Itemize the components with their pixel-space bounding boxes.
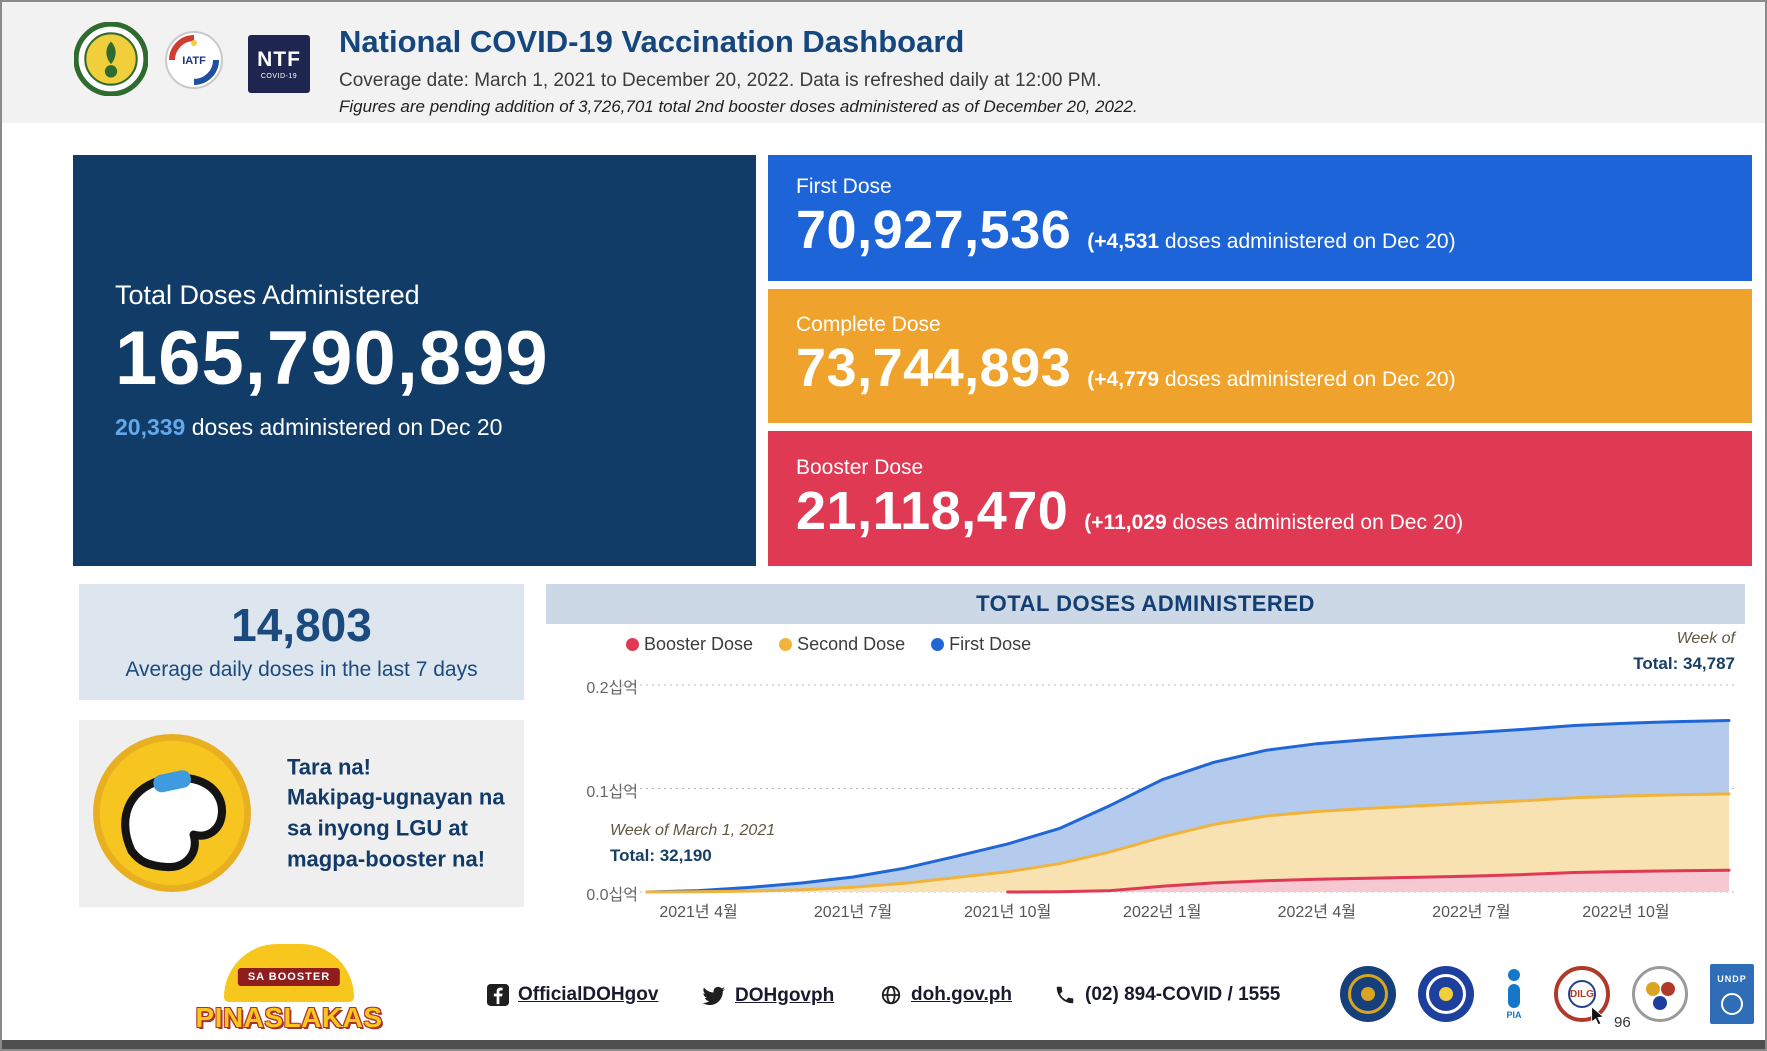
first-week-annotation: Week of March 1, 2021 Total: 32,190 (610, 822, 776, 865)
legend-label-second: Second Dose (797, 634, 906, 654)
first-dose-card: First Dose 70,927,536 (+4,531 doses admi… (768, 155, 1752, 281)
sa-booster-banner: SA BOOSTER (237, 968, 341, 986)
website-link[interactable]: doh.gov.ph (880, 984, 1012, 1006)
ntf-logo-text: NTF (257, 47, 301, 71)
hotline-number[interactable]: (02) 894-COVID / 1555 (1054, 984, 1280, 1006)
iatf-logo-text: IATF (182, 55, 206, 67)
complete-dose-delta: (+4,779 doses administered on Dec 20) (1087, 368, 1456, 392)
booster-cta-card: Tara na! Makipag-ugnayan na sa inyong LG… (79, 720, 524, 907)
mouse-cursor-icon (1591, 1006, 1605, 1026)
chart-legend: Booster Dose Second Dose First Dose (626, 634, 1031, 655)
latest-week-annotation: Week of Total: 34,787 (1633, 630, 1735, 673)
total-daily-line: 20,339 doses administered on Dec 20 (115, 414, 756, 441)
booster-dose-card: Booster Dose 21,118,470 (+11,029 doses a… (768, 431, 1752, 566)
booster-dose-legend-dot (626, 638, 639, 651)
total-doses-value: 165,790,899 (115, 315, 549, 401)
legend-item-booster: Booster Dose (626, 634, 753, 655)
flex-arm-mascot-icon (93, 734, 251, 892)
national-agency-seal (1632, 966, 1688, 1022)
total-daily-text: doses administered on Dec 20 (191, 414, 503, 441)
twitter-link[interactable]: DOHgovph (702, 984, 834, 1008)
legend-label-booster: Booster Dose (644, 634, 754, 654)
twitter-icon (702, 986, 725, 1005)
undp-logo: UNDP (1710, 964, 1754, 1024)
total-doses-label: Total Doses Administered (115, 279, 420, 310)
zoom-indicator: 96 (1614, 1014, 1631, 1031)
legend-label-first: First Dose (949, 634, 1032, 654)
pending-doses-note: Figures are pending addition of 3,726,70… (339, 97, 1138, 116)
total-doses-card: Total Doses Administered 165,790,899 20,… (73, 155, 756, 566)
chart-title: TOTAL DOSES ADMINISTERED (546, 584, 1745, 624)
chart-y-axis-labels: 0.0십억 0.1십억 0.2십억 (586, 680, 638, 904)
doses-chart-panel: TOTAL DOSES ADMINISTERED 0.0십억 0.1십억 0.2십억… (546, 584, 1745, 926)
complete-dose-card: Complete Dose 73,744,893 (+4,779 doses a… (768, 289, 1752, 423)
phone-icon (1056, 986, 1074, 1004)
total-daily-count: 20,339 (115, 414, 186, 441)
second-dose-legend-dot (779, 638, 793, 651)
booster-cta-text: Tara na! Makipag-ugnayan na sa inyong LG… (287, 753, 505, 872)
legend-item-second: Second Dose (779, 634, 905, 655)
page-title: National COVID-19 Vaccination Dashboard (339, 24, 965, 59)
booster-dose-delta: (+11,029 doses administered on Dec 20) (1084, 510, 1464, 534)
philippine-seal (1418, 966, 1474, 1022)
average-daily-card: 14,803 Average daily doses in the last 7… (79, 584, 524, 700)
booster-dose-label: Booster Dose (796, 455, 924, 479)
ntf-covid19-logo: NTF COVID-19 (248, 35, 310, 93)
dilg-logo: DILG (1554, 966, 1610, 1022)
header-band: IATF NTF COVID-19 National COVID-19 Vacc… (2, 2, 1765, 123)
facebook-link[interactable]: OfficialDOHgov (487, 984, 658, 1006)
coverage-date-text: Coverage date: March 1, 2021 to December… (339, 70, 1102, 91)
complete-dose-label: Complete Dose (796, 313, 941, 337)
average-daily-label: Average daily doses in the last 7 days (125, 658, 478, 681)
pinaslakas-wordmark: PINASLAKAS (195, 1002, 383, 1033)
doh-seal-logo (74, 22, 148, 96)
facebook-icon (487, 984, 509, 1006)
pinaslakas-logo: SA BOOSTER PINASLAKAS (182, 940, 396, 1040)
complete-dose-value: 73,744,893 (796, 338, 1072, 399)
first-dose-value: 70,927,536 (796, 200, 1072, 261)
pia-logo: PIA (1496, 968, 1532, 1020)
legend-item-first: First Dose (931, 634, 1031, 655)
booster-dose-value: 21,118,470 (796, 480, 1069, 541)
first-dose-delta: (+4,531 doses administered on Dec 20) (1087, 230, 1456, 254)
first-dose-label: First Dose (796, 175, 892, 199)
first-dose-legend-dot (931, 638, 945, 651)
presidential-communications-seal (1340, 966, 1396, 1022)
average-daily-value: 14,803 (231, 599, 372, 651)
stacked-area-chart[interactable] (546, 584, 1745, 926)
partner-logos-row: PIA DILG UNDP (1340, 964, 1754, 1024)
window-bottom-edge (2, 1040, 1765, 1049)
iatf-logo: IATF (165, 31, 223, 89)
ntf-logo-subtext: COVID-19 (260, 72, 298, 80)
globe-icon (881, 985, 901, 1005)
